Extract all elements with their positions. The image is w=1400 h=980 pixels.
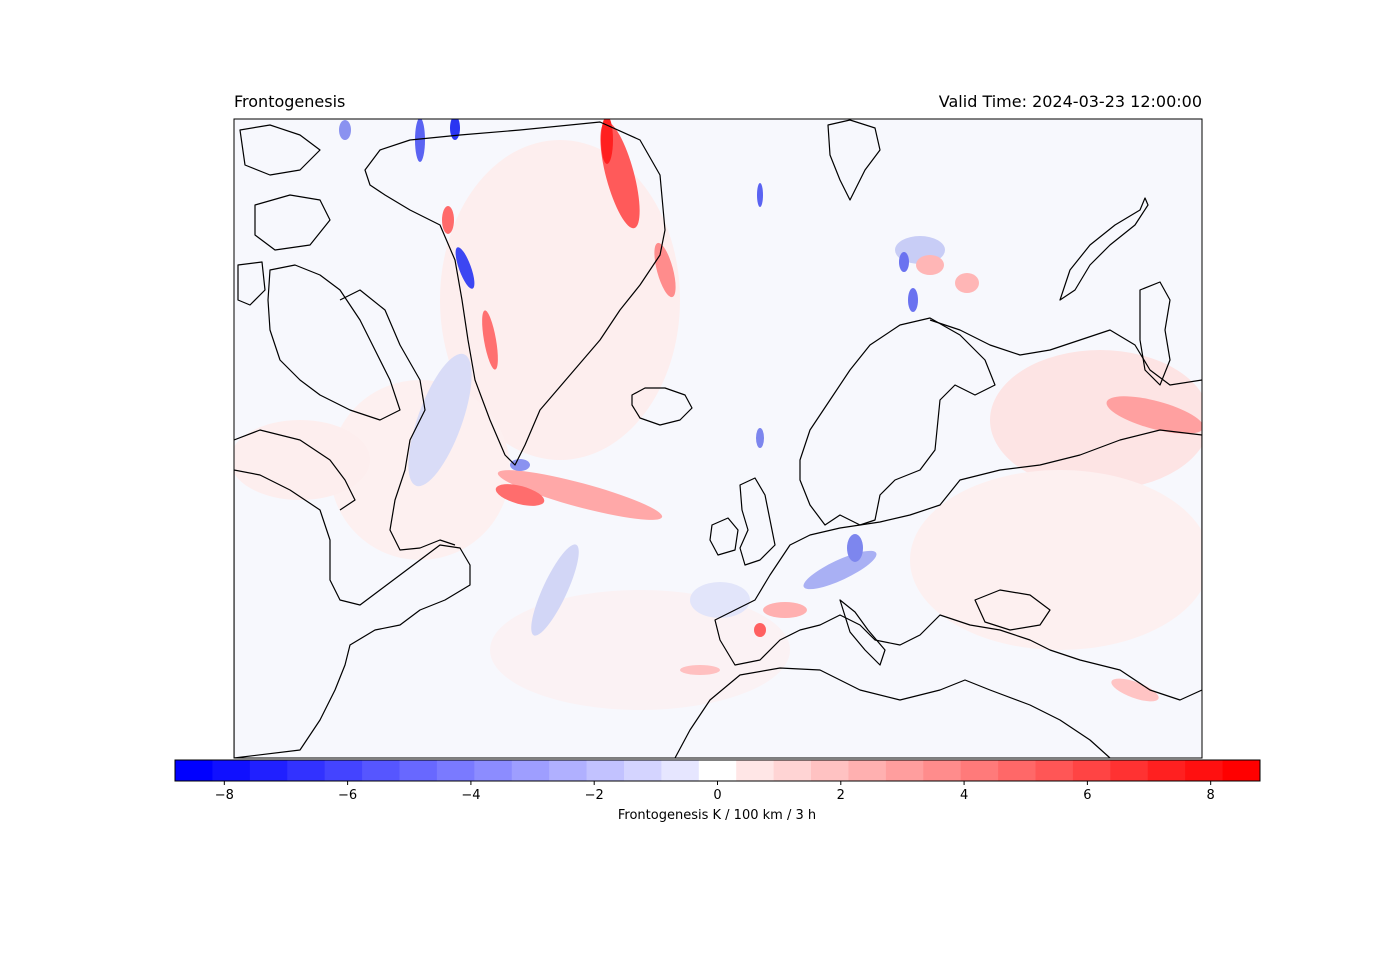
coastline-yamal [1139,281,1171,386]
negative-spot [510,459,530,471]
colorbar-segment [848,760,887,781]
colorbar [175,760,1261,781]
colorbar-segment [1110,760,1149,781]
colorbar-segment [1222,760,1261,781]
colorbar-segment [1147,760,1186,781]
coastline-labrador [339,289,456,551]
colorbar-segment [175,760,213,781]
negative-spot [339,120,351,140]
coastlines [234,119,1202,758]
coastline-iceland [631,387,693,426]
weak-negative-band [531,544,579,636]
map-area [234,119,1202,758]
coastline-arctic-island [239,124,321,176]
weak-positive-region [990,350,1202,490]
colorbar-segment [287,760,326,781]
colorbar-segment [249,760,288,781]
weak-negative-band [408,353,472,487]
colorbar-ticks [223,781,1212,785]
colorbar-segment [1185,760,1224,781]
colorbar-segment [436,760,475,781]
negative-band [415,119,425,162]
coastline-north-africa [674,667,1111,758]
negative-spot [908,288,918,312]
colorbar-segment [549,760,588,781]
coastline-svalbard [827,119,881,201]
negative-spot [899,252,909,272]
colorbar-segment [811,760,849,781]
colorbar-tick-label: 0 [713,788,722,803]
negative-spot [847,534,863,562]
coastline-ellesmere [254,194,331,251]
colorbar-segment [885,760,924,781]
positive-spot [763,602,807,618]
weak-negative-band [690,582,750,618]
colorbar-segment [362,760,400,781]
colorbar-segment [773,760,812,781]
coastline-novaya-zemlya [1059,197,1149,301]
weak-positive-region [440,140,680,460]
colorbar-tick-label: 6 [1083,788,1092,803]
coastline-greenland [364,121,666,466]
colorbar-segment [212,760,251,781]
positive-spot [916,255,944,275]
coastline-italy [839,599,886,666]
coastline-hudson-bay [234,429,356,511]
positive-spot [754,623,766,637]
coastline-arctic-island [237,261,266,306]
colorbar-segment [586,760,625,781]
colorbar-tick-label: −4 [461,788,481,803]
colorbar-segment [399,760,438,781]
coastline-baffin [267,264,401,421]
colorbar-segment [960,760,999,781]
colorbar-segment [623,760,662,781]
colorbar-tick-label: −8 [214,788,234,803]
colorbar-tick-label: 4 [959,788,969,803]
positive-spot [680,665,720,675]
colorbar-tick-label: −2 [584,788,604,803]
colorbar-segment [1072,760,1111,781]
coastline-great-britain [739,477,776,566]
strong-positive-core [601,119,613,164]
positive-band [497,470,663,520]
colorbar-segment [998,760,1037,781]
positive-core [495,484,545,506]
colorbar-segment [661,760,700,781]
positive-spot [1111,678,1159,702]
colorbar-segment [698,760,737,781]
colorbar-tick-label: 2 [836,788,845,803]
coastline-russia-north [929,319,1202,386]
colorbar-segment [736,760,775,781]
colorbar-label: Frontogenesis K / 100 km / 3 h [617,808,817,823]
colorbar-tick-label: 8 [1206,788,1215,803]
negative-spot [757,183,763,207]
positive-band [482,310,498,370]
colorbar-segment [474,760,513,781]
map-frame [233,118,1203,759]
coastline-ireland [709,517,739,556]
strong-negative-band [455,247,475,289]
valid-time-label: Valid Time: 2024-03-23 12:00:00 [938,92,1202,111]
positive-band [1106,396,1202,434]
positive-spot [442,206,454,234]
colorbar-tick-label: −6 [338,788,358,803]
coastline-black-sea [974,589,1051,631]
weak-positive-region [910,470,1202,650]
coastline-north-america [234,469,471,758]
colorbar-segment [324,760,363,781]
coastline-europe [714,429,1202,701]
colorbar-segment [1035,760,1074,781]
negative-spot [756,428,764,448]
positive-spot [955,273,979,293]
weak-positive-region [234,420,370,500]
plot-title: Frontogenesis [234,92,346,111]
colorbar-segment [923,760,962,781]
coastline-scandinavia [799,317,996,526]
colorbar-segment [511,760,550,781]
